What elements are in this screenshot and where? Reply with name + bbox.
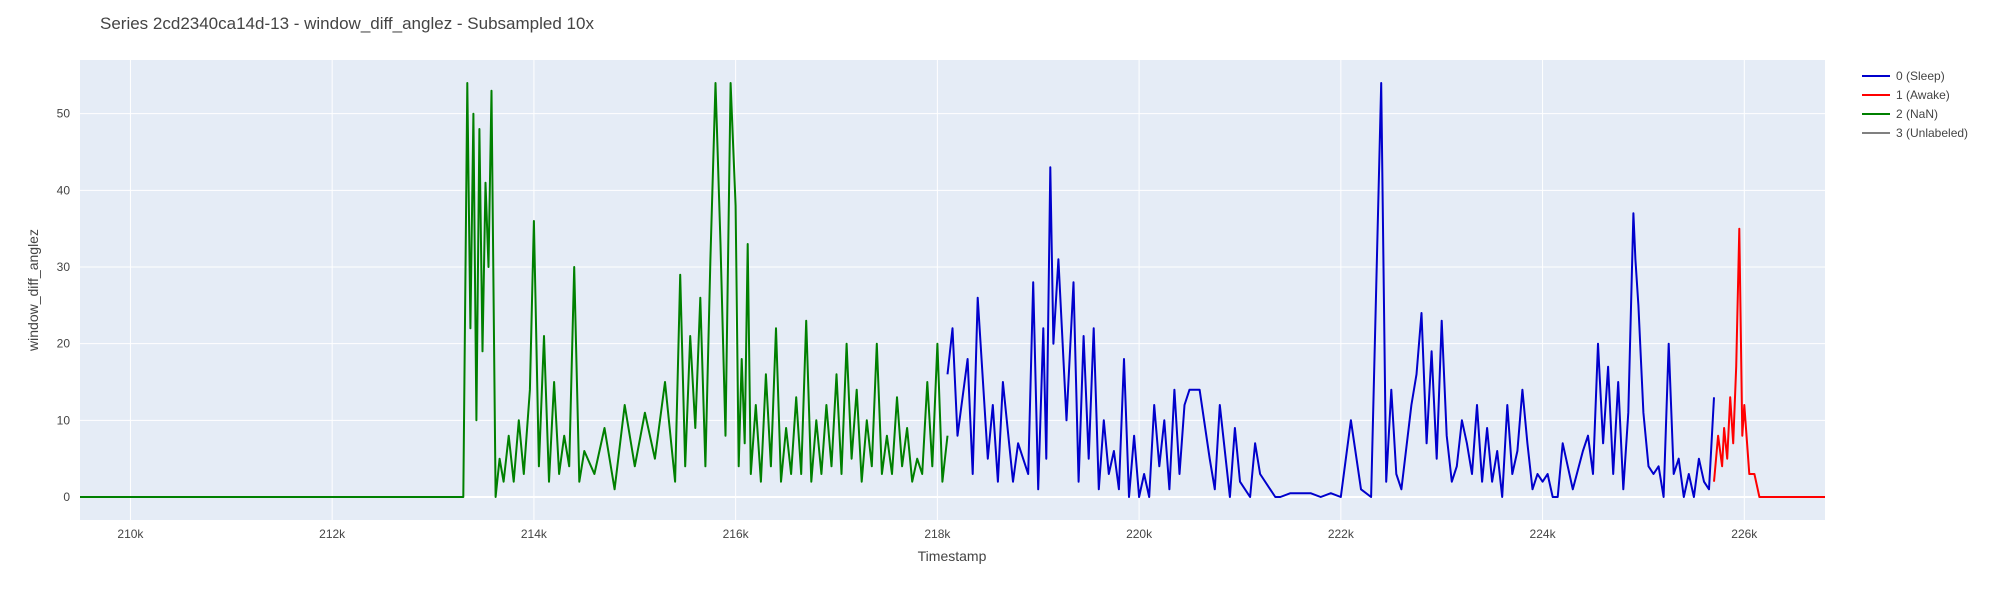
chart-title: Series 2cd2340ca14d-13 - window_diff_ang… xyxy=(100,14,594,33)
x-tick-label: 210k xyxy=(117,527,144,541)
plot-background xyxy=(80,60,1825,520)
y-tick-label: 30 xyxy=(57,260,71,274)
y-tick-labels: 0 10 20 30 40 50 xyxy=(57,107,71,504)
legend-item[interactable]: 1 (Awake) xyxy=(1862,85,1968,104)
series-line-2-nan xyxy=(80,82,949,498)
series-lines xyxy=(80,82,1825,498)
y-tick-label: 10 xyxy=(57,413,71,427)
legend: 0 (Sleep) 1 (Awake) 2 (NaN) 3 (Unlabeled) xyxy=(1862,66,1968,142)
series-line-1-awake xyxy=(1713,227,1825,498)
x-tick-label: 216k xyxy=(723,527,750,541)
legend-item[interactable]: 0 (Sleep) xyxy=(1862,66,1968,85)
y-tick-label: 40 xyxy=(57,183,71,197)
x-tick-label: 212k xyxy=(319,527,346,541)
x-tick-labels: 210k 212k 214k 216k 218k 220k 222k 224k 226k xyxy=(117,527,1758,541)
legend-item[interactable]: 3 (Unlabeled) xyxy=(1862,123,1968,142)
y-tick-label: 20 xyxy=(57,337,71,351)
legend-label: 3 (Unlabeled) xyxy=(1896,125,1969,140)
legend-swatch xyxy=(1862,74,1890,77)
x-tick-label: 214k xyxy=(521,527,548,541)
x-tick-label: 220k xyxy=(1126,527,1153,541)
x-tick-label: 226k xyxy=(1731,527,1758,541)
legend-swatch xyxy=(1862,93,1890,96)
x-tick-label: 224k xyxy=(1530,527,1557,541)
x-axis-label: Timestamp xyxy=(918,548,987,564)
y-axis-label: window_diff_anglez xyxy=(25,229,41,352)
legend-swatch xyxy=(1862,112,1890,115)
y-tick-label: 0 xyxy=(63,490,70,504)
legend-item[interactable]: 2 (NaN) xyxy=(1862,104,1968,123)
legend-swatch xyxy=(1862,131,1890,134)
x-tick-label: 218k xyxy=(924,527,951,541)
x-tick-label: 222k xyxy=(1328,527,1355,541)
legend-label: 0 (Sleep) xyxy=(1896,68,1945,83)
series-line-0-sleep xyxy=(946,82,1715,498)
legend-label: 2 (NaN) xyxy=(1896,106,1939,121)
legend-label: 1 (Awake) xyxy=(1896,87,1950,102)
y-tick-label: 50 xyxy=(57,107,71,121)
